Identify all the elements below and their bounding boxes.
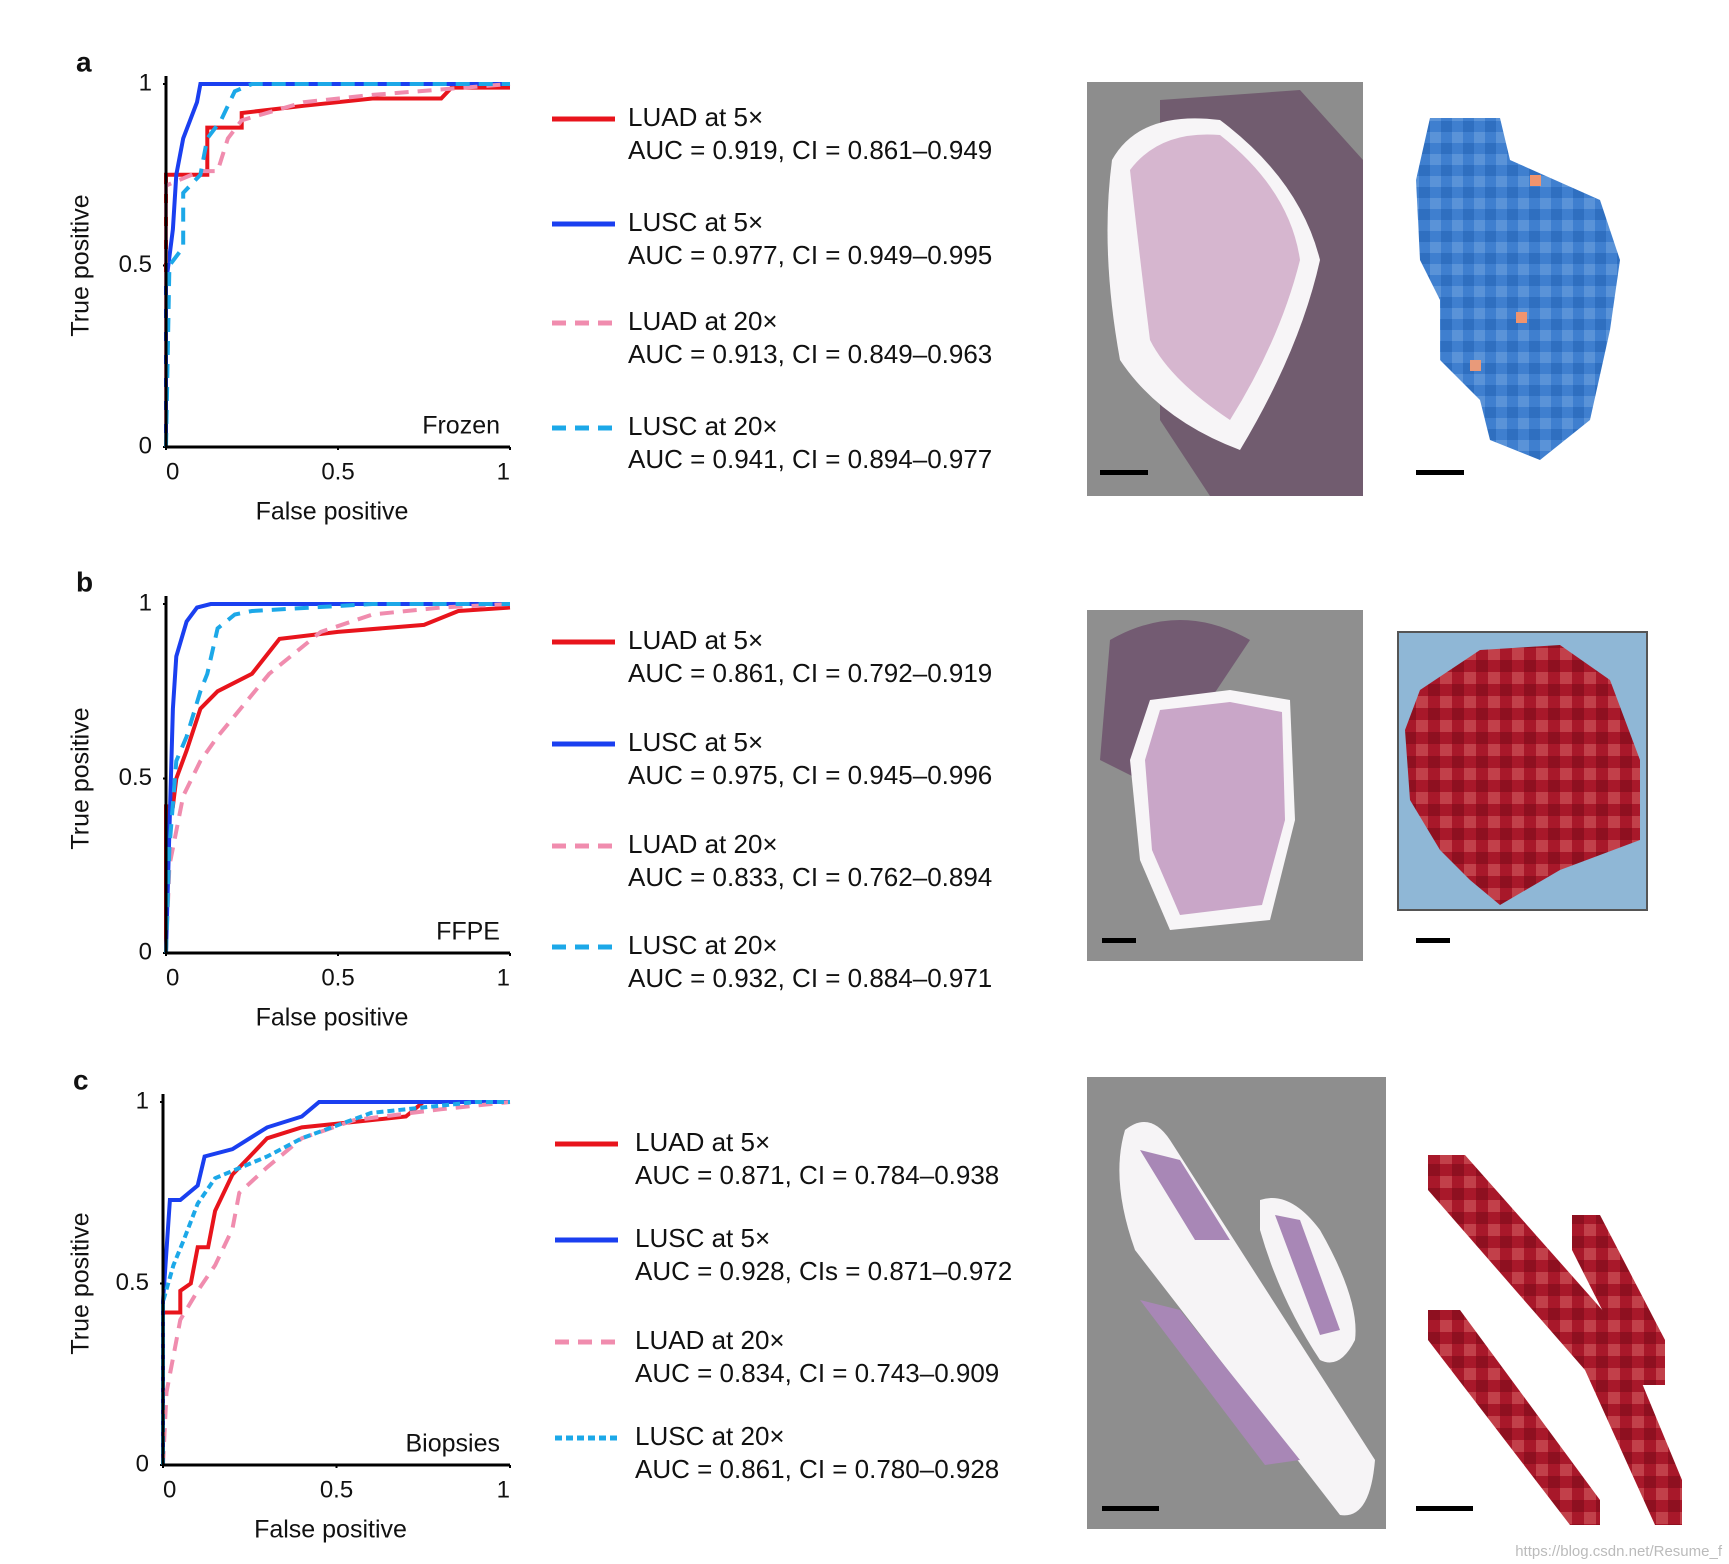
panel-label: b (76, 566, 93, 597)
annotation: Frozen (422, 412, 500, 440)
legend-label: LUSC at 5× (635, 1223, 770, 1253)
roc-curve (164, 602, 510, 954)
legend-auc: AUC = 0.913, CI = 0.849–0.963 (628, 339, 992, 369)
roc-curve (164, 602, 510, 954)
x-tick-label: 0.5 (321, 964, 354, 991)
legend-auc: AUC = 0.928, CIs = 0.871–0.972 (635, 1256, 1012, 1286)
x-axis-label: False positive (254, 1516, 407, 1544)
x-tick-label: 0 (166, 964, 179, 991)
annotation: FFPE (436, 918, 500, 946)
roc-curve (164, 82, 510, 447)
x-axis-label: False positive (256, 1004, 409, 1032)
y-axis-label: True positive (67, 1212, 95, 1354)
roc-curve (164, 82, 511, 447)
legend-auc: AUC = 0.919, CI = 0.861–0.949 (628, 135, 992, 165)
legend-label: LUAD at 5× (635, 1127, 770, 1157)
y-tick-label: 1 (136, 1087, 149, 1114)
x-tick-label: 0.5 (321, 458, 354, 485)
watermark: https://blog.csdn.net/Resume_f (1515, 1543, 1723, 1560)
roc-curve (161, 1100, 510, 1465)
x-axis-label: False positive (256, 498, 409, 526)
panel-label: c (73, 1064, 89, 1095)
legend-label: LUSC at 5× (628, 207, 763, 237)
y-tick-label: 0 (139, 432, 152, 459)
legend-label: LUAD at 5× (628, 625, 763, 655)
legend-auc: AUC = 0.977, CI = 0.949–0.995 (628, 240, 992, 270)
legend-auc: AUC = 0.861, CI = 0.780–0.928 (635, 1454, 999, 1484)
annotation: Biopsies (406, 1430, 501, 1458)
roc-curve (164, 605, 511, 953)
roc-curve (164, 602, 511, 954)
legend-auc: AUC = 0.932, CI = 0.884–0.971 (628, 963, 992, 993)
legend-auc: AUC = 0.975, CI = 0.945–0.996 (628, 760, 992, 790)
legend-label: LUSC at 5× (628, 727, 763, 757)
x-tick-label: 0 (163, 1476, 176, 1503)
x-tick-label: 1 (497, 1476, 510, 1503)
roc-curve (161, 1100, 511, 1466)
y-tick-label: 0 (136, 1450, 149, 1477)
histology-image (1087, 1077, 1386, 1529)
y-axis-label: True positive (67, 707, 95, 849)
roc-curve (161, 1100, 510, 1465)
heatmap-image (1416, 118, 1620, 475)
legend-label: LUAD at 20× (635, 1325, 785, 1355)
x-tick-label: 1 (497, 458, 510, 485)
y-tick-label: 0.5 (119, 251, 152, 278)
legend-auc: AUC = 0.941, CI = 0.894–0.977 (628, 444, 992, 474)
heatmap-image (1416, 1155, 1682, 1525)
roc-curve (164, 85, 510, 447)
legend-label: LUSC at 20× (628, 930, 778, 960)
roc-curve (161, 1100, 510, 1465)
y-axis-label: True positive (67, 194, 95, 336)
x-tick-label: 0.5 (320, 1476, 353, 1503)
histology-image (1087, 610, 1363, 961)
heatmap-image (1397, 631, 1648, 943)
legend-label: LUAD at 5× (628, 102, 763, 132)
y-tick-label: 1 (139, 589, 152, 616)
legend-label: LUAD at 20× (628, 306, 778, 336)
legend-auc: AUC = 0.834, CI = 0.743–0.909 (635, 1358, 999, 1388)
x-tick-label: 1 (497, 964, 510, 991)
legend-auc: AUC = 0.861, CI = 0.792–0.919 (628, 658, 992, 688)
x-tick-label: 0 (166, 458, 179, 485)
histology-image (1087, 82, 1363, 496)
y-tick-label: 0 (139, 938, 152, 965)
legend-label: LUSC at 20× (635, 1421, 785, 1451)
legend-label: LUAD at 20× (628, 829, 778, 859)
roc-curve (164, 82, 510, 448)
y-tick-label: 0.5 (116, 1269, 149, 1296)
y-tick-label: 0.5 (119, 764, 152, 791)
legend-label: LUSC at 20× (628, 411, 778, 441)
legend-auc: AUC = 0.871, CI = 0.784–0.938 (635, 1160, 999, 1190)
legend-auc: AUC = 0.833, CI = 0.762–0.894 (628, 862, 992, 892)
panel-label: a (76, 46, 92, 77)
y-tick-label: 1 (139, 69, 152, 96)
